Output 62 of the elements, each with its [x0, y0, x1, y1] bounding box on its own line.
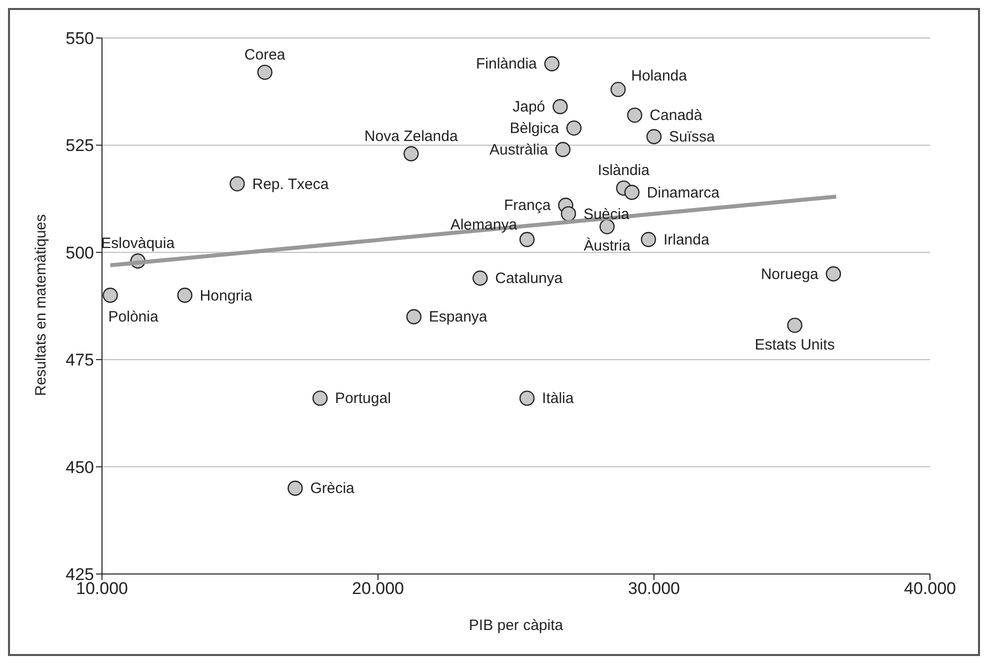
annotation: Irlanda: [663, 232, 710, 249]
point: [624, 184, 640, 200]
point: [406, 309, 422, 324]
point: [610, 82, 626, 98]
x-axis-title: PIB per càpita: [468, 617, 564, 634]
point: [646, 129, 662, 144]
point: [555, 142, 571, 158]
annotation: Corea: [244, 46, 286, 64]
point: [102, 288, 118, 303]
annotation: Eslovàquia: [101, 234, 176, 252]
point: [519, 232, 535, 248]
annotation: Suècia: [583, 206, 630, 223]
annotation: Espanya: [428, 308, 488, 326]
annotation: Hongria: [200, 287, 253, 304]
annotation: Alemanya: [450, 216, 518, 234]
point: [257, 64, 272, 80]
point: [552, 99, 568, 114]
x-tick-label: 10.000: [76, 579, 128, 598]
annotation: Finlàndia: [476, 56, 538, 73]
point: [566, 120, 582, 136]
annotation: Àustria: [584, 236, 632, 255]
y-tick-label: 475: [66, 350, 94, 370]
x-tick-label: 30.000: [628, 579, 680, 598]
annotation: Japó: [512, 98, 546, 116]
annotation: Austràlia: [490, 141, 549, 158]
x-tick-label: 20.000: [352, 579, 404, 598]
annotation: França: [504, 197, 552, 214]
point: [230, 176, 245, 192]
annotation: Bèlgica: [510, 120, 560, 138]
y-tick-label: 550: [66, 29, 94, 48]
point: [544, 56, 560, 72]
point: [472, 270, 488, 286]
point: [599, 219, 615, 234]
point: [177, 288, 192, 303]
annotation: Grècia: [310, 480, 356, 498]
y-axis-title: Resultats en matemàtiques: [32, 214, 50, 396]
point: [787, 318, 802, 333]
x-tick-label: 40.000: [904, 579, 956, 598]
annotation: Noruega: [760, 266, 820, 283]
annotation: Estats Units: [754, 336, 835, 354]
point: [288, 480, 303, 496]
annotation: Dinamarca: [646, 184, 720, 202]
annotation: Islàndia: [598, 162, 650, 180]
annotation: Portugal: [335, 390, 391, 408]
annotation: Itàlia: [542, 390, 574, 408]
annotation: Polònia: [108, 308, 159, 326]
point: [627, 108, 642, 123]
point: [826, 266, 841, 282]
annotation: Canadà: [650, 107, 703, 124]
point: [312, 390, 328, 406]
annotation: Holanda: [631, 67, 688, 84]
y-tick-label: 500: [66, 243, 94, 262]
point: [640, 232, 656, 248]
point: [560, 206, 576, 222]
annotation: Nova Zelanda: [364, 128, 458, 145]
y-tick-label: 525: [66, 136, 94, 156]
annotation: Rep. Txeca: [252, 176, 330, 193]
annotation: Catalunya: [495, 270, 564, 288]
point: [519, 390, 535, 406]
y-tick-label: 450: [66, 458, 94, 477]
point: [404, 146, 419, 162]
annotation: Suïssa: [669, 128, 716, 146]
